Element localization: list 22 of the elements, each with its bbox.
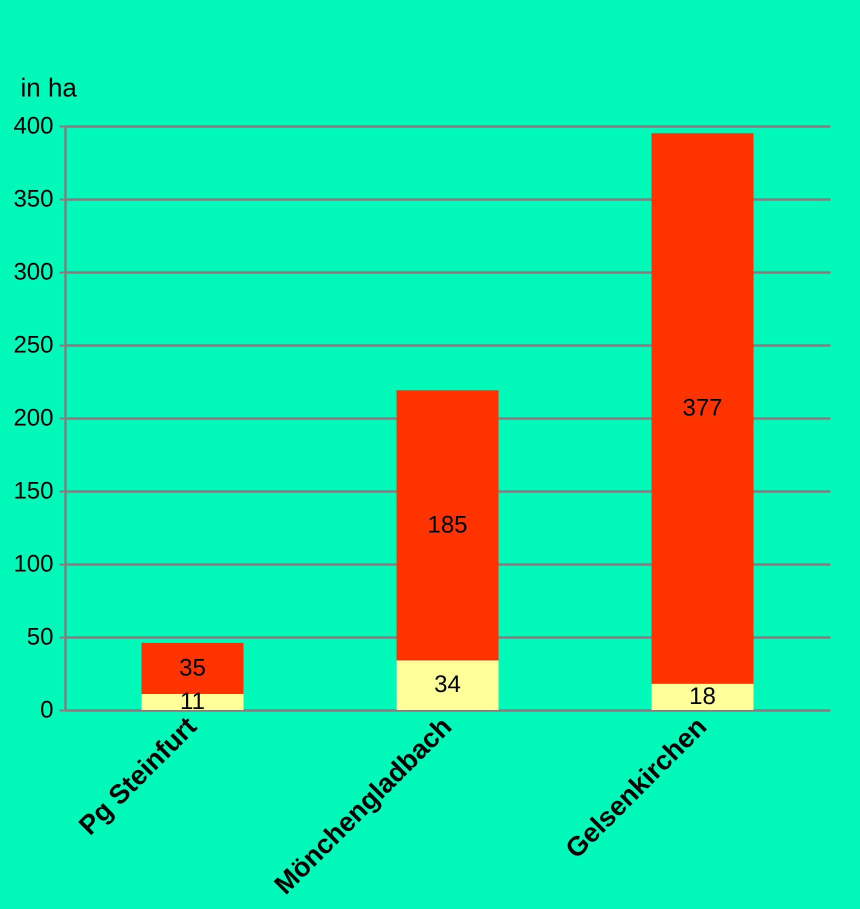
bar (142, 694, 244, 710)
y-axis-title: in ha (20, 72, 78, 102)
data-label: 18 (689, 682, 716, 710)
y-tick-label: 400 (13, 112, 54, 140)
bar (142, 642, 244, 694)
y-tick-label: 150 (13, 478, 54, 504)
bar (652, 133, 754, 684)
bar (652, 684, 754, 710)
bar (396, 390, 498, 660)
bar (396, 660, 498, 710)
data-label: 11 (180, 688, 205, 715)
y-tick-label: 300 (13, 258, 54, 286)
data-label: 35 (179, 654, 206, 682)
y-tick-label: 200 (13, 404, 54, 432)
y-tick-label: 50 (26, 624, 54, 650)
y-tick-label: 250 (13, 332, 54, 358)
data-label: 185 (427, 511, 468, 538)
y-tick-label: 0 (40, 696, 54, 724)
y-tick-label: 350 (13, 186, 54, 212)
y-tick-label: 100 (13, 550, 54, 578)
data-label: 34 (434, 671, 461, 698)
data-label: 377 (682, 394, 723, 422)
